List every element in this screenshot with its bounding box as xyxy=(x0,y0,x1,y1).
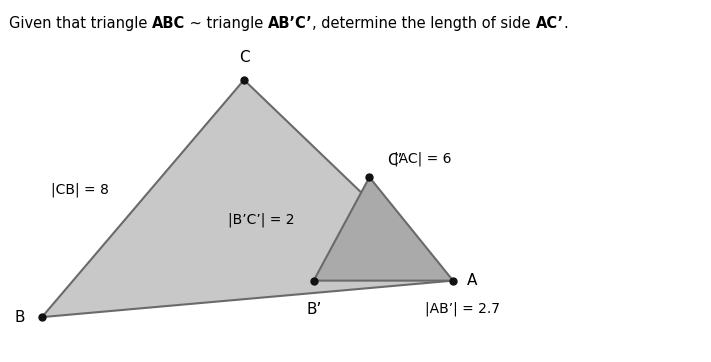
Text: |AB’| = 2.7: |AB’| = 2.7 xyxy=(425,302,500,316)
Text: |AC| = 6: |AC| = 6 xyxy=(394,152,451,166)
Text: |CB| = 8: |CB| = 8 xyxy=(51,182,109,197)
Text: Given that triangle: Given that triangle xyxy=(9,16,151,31)
Text: ABC: ABC xyxy=(151,16,185,31)
Text: A: A xyxy=(467,273,477,288)
Text: C: C xyxy=(239,50,250,65)
Text: , determine the length of side: , determine the length of side xyxy=(312,16,535,31)
Text: C’: C’ xyxy=(387,153,402,168)
Text: .: . xyxy=(564,16,568,31)
Text: |B’C’| = 2: |B’C’| = 2 xyxy=(228,212,294,227)
Text: ~ triangle: ~ triangle xyxy=(185,16,267,31)
Text: AB’C’: AB’C’ xyxy=(267,16,312,31)
Text: AC’: AC’ xyxy=(535,16,564,31)
Text: B’: B’ xyxy=(306,302,321,317)
Polygon shape xyxy=(314,177,453,281)
Polygon shape xyxy=(42,80,453,317)
Text: B: B xyxy=(14,310,24,325)
